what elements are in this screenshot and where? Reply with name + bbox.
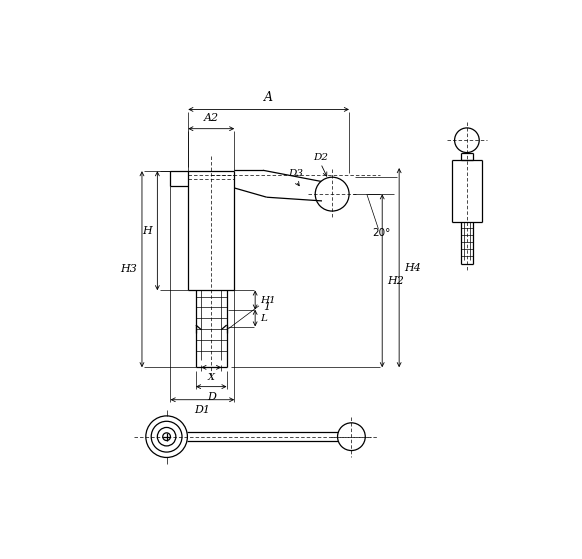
Text: 20°: 20° — [372, 228, 391, 238]
Text: H: H — [142, 226, 152, 236]
Text: D2: D2 — [313, 153, 328, 163]
Text: D3: D3 — [288, 169, 303, 178]
Text: D1: D1 — [194, 405, 211, 415]
Text: A2: A2 — [204, 113, 219, 124]
Text: H3: H3 — [120, 264, 137, 274]
Text: 1: 1 — [263, 302, 270, 312]
Text: L: L — [261, 314, 267, 323]
Text: D: D — [207, 392, 216, 402]
Text: A: A — [264, 91, 273, 104]
Text: H2: H2 — [388, 276, 404, 286]
Text: H1: H1 — [261, 296, 276, 305]
Text: H4: H4 — [404, 263, 421, 273]
Text: X: X — [208, 373, 215, 382]
